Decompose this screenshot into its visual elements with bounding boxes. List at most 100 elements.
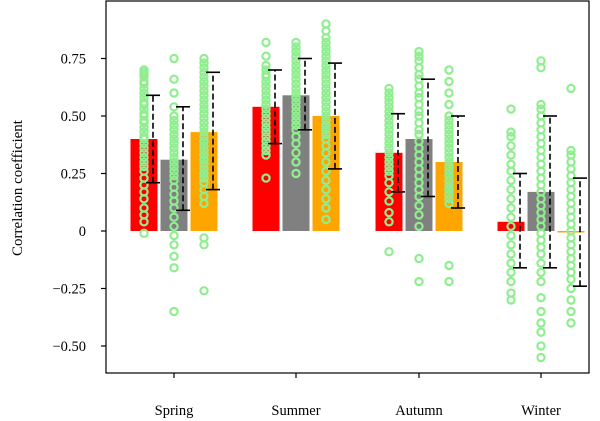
data-point [199, 85, 209, 96]
data-point [261, 173, 271, 183]
data-point [199, 159, 209, 169]
data-point [261, 113, 271, 124]
data-point [414, 88, 424, 98]
data-point [384, 129, 394, 140]
data-point [444, 76, 454, 87]
data-point [536, 293, 546, 303]
data-point [261, 76, 271, 87]
data-point [199, 81, 209, 91]
data-point [199, 145, 209, 156]
data-point [199, 58, 209, 68]
data-point [384, 217, 394, 227]
data-point [139, 194, 149, 204]
y-tick-label: 0 [79, 224, 86, 240]
data-point [384, 97, 394, 107]
data-point [321, 111, 331, 121]
data-point [261, 131, 271, 142]
data-point [261, 72, 271, 82]
data-point [414, 125, 424, 135]
y-tick-label: −0.25 [52, 282, 86, 298]
data-point [261, 37, 271, 48]
y-axis: 0.75 0.50 0.25 0 −0.25 −0.50 [52, 52, 106, 355]
data-point [321, 194, 331, 204]
data-point [321, 56, 331, 66]
data-point [291, 42, 301, 52]
data-point [444, 161, 454, 172]
data-point [291, 115, 301, 126]
data-point [321, 129, 331, 140]
data-point [321, 166, 331, 176]
data-point [291, 92, 301, 103]
y-tick-label: 0.75 [61, 52, 86, 68]
data-point [506, 249, 516, 259]
data-point [139, 83, 149, 94]
data-point [169, 125, 179, 135]
data-point [506, 258, 516, 268]
data-point [261, 136, 271, 146]
data-point [169, 171, 179, 181]
data-point [506, 276, 516, 287]
data-point [444, 125, 454, 135]
data-point [291, 83, 301, 94]
data-point [139, 148, 149, 158]
data-point [414, 106, 424, 117]
bar-winter-3 [557, 231, 585, 233]
data-point [139, 122, 149, 133]
data-point [169, 111, 179, 121]
data-point [199, 154, 209, 165]
data-point [536, 352, 546, 363]
data-point [444, 120, 454, 130]
data-point [291, 138, 301, 149]
data-point [506, 150, 516, 160]
data-point [321, 97, 331, 107]
y-tick-label: −0.50 [52, 339, 86, 355]
data-point [566, 306, 576, 317]
data-point [139, 228, 149, 238]
data-point [536, 99, 546, 110]
data-point [384, 115, 394, 126]
data-point [199, 127, 209, 137]
data-point [199, 72, 209, 82]
data-point [321, 115, 331, 126]
y-axis-title: Correlation coefficient [10, 119, 26, 256]
y-tick-label: 0.25 [61, 167, 86, 183]
data-point [291, 79, 301, 89]
data-point [321, 106, 331, 117]
data-point [261, 122, 271, 133]
data-point [384, 92, 394, 103]
data-point [444, 184, 454, 195]
data-point [291, 106, 301, 117]
data-point [261, 145, 271, 156]
data-point [384, 166, 394, 176]
data-point [321, 69, 331, 80]
data-point [321, 33, 331, 43]
data-point [506, 267, 516, 278]
data-point [291, 88, 301, 98]
x-tick-label-spring: Spring [155, 403, 194, 419]
data-point [169, 263, 179, 273]
data-point [291, 111, 301, 121]
data-point [199, 108, 209, 119]
data-point [261, 118, 271, 128]
data-point [169, 306, 179, 317]
data-point [566, 295, 576, 305]
data-point [536, 258, 546, 268]
data-point [444, 198, 454, 209]
data-point [506, 141, 516, 151]
data-point [414, 276, 424, 287]
data-point [414, 69, 424, 80]
data-point [566, 318, 576, 328]
data-point [139, 138, 149, 149]
data-point [566, 274, 576, 284]
data-point [384, 125, 394, 135]
data-point [321, 203, 331, 213]
data-point [291, 60, 301, 71]
data-point [169, 148, 179, 158]
data-point [536, 306, 546, 317]
data-point [506, 221, 516, 232]
data-point [261, 95, 271, 105]
data-point [139, 134, 149, 144]
data-point [261, 81, 271, 91]
data-point [321, 92, 331, 103]
